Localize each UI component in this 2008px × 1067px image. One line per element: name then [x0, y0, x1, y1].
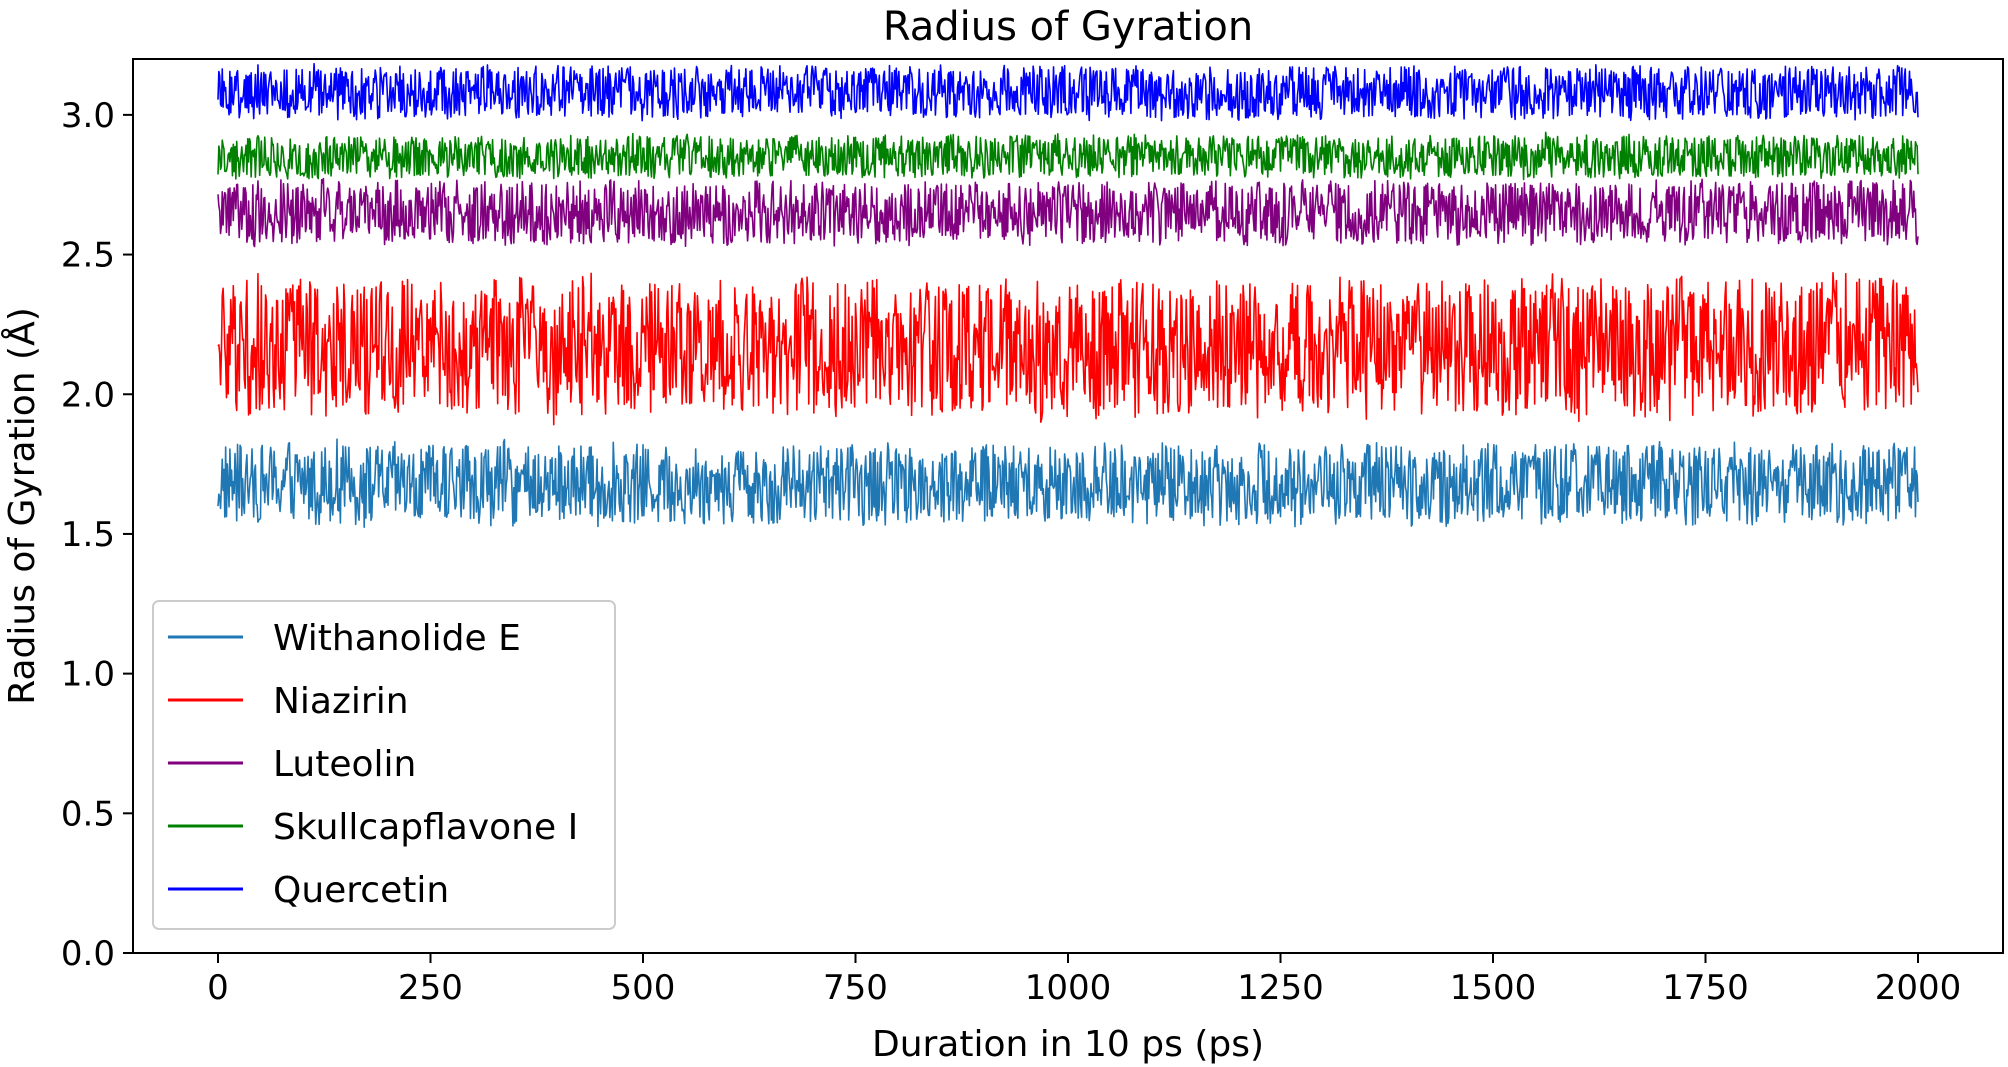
x-tick-label: 2000 — [1875, 968, 1962, 1008]
legend-label: Skullcapflavone I — [273, 807, 578, 848]
legend-label: Luteolin — [273, 744, 416, 785]
y-axis-label: Radius of Gyration (Å) — [0, 307, 43, 704]
x-tick-label: 750 — [823, 968, 888, 1008]
series-layer — [217, 62, 1919, 528]
legend-item: Niazirin — [168, 681, 409, 722]
legend-label: Niazirin — [273, 681, 409, 722]
legend-item: Withanolide E — [168, 618, 521, 659]
x-tick-label: 1250 — [1237, 968, 1324, 1008]
y-tick-label: 0.0 — [61, 934, 115, 974]
series-line-skullcapflavone-i — [217, 131, 1919, 181]
y-tick-label: 2.5 — [61, 236, 115, 276]
x-tick-label: 1000 — [1025, 968, 1112, 1008]
chart-title: Radius of Gyration — [883, 4, 1253, 50]
y-tick-label: 1.0 — [61, 655, 115, 695]
x-tick-label: 500 — [611, 968, 676, 1008]
legend-box — [152, 600, 616, 930]
y-axis: 0.0 0.5 1.0 1.5 2.0 2.5 3.0 — [61, 96, 133, 974]
x-tick-label: 1500 — [1450, 968, 1537, 1008]
legend-item: Quercetin — [168, 870, 449, 911]
y-tick-label: 1.5 — [61, 515, 115, 555]
series-line-withanolide-e — [217, 438, 1919, 528]
y-tick-label: 3.0 — [61, 96, 115, 136]
legend-label: Quercetin — [273, 870, 449, 911]
series-line-quercetin — [217, 62, 1919, 122]
series-line-niazirin — [217, 271, 1919, 426]
legend: Withanolide E Niazirin Luteolin Skullcapfla… — [152, 600, 616, 930]
series-line-luteolin — [217, 177, 1919, 248]
y-tick-label: 0.5 — [61, 794, 115, 834]
legend-item: Luteolin — [168, 744, 416, 785]
legend-item: Skullcapflavone I — [168, 807, 578, 848]
x-tick-label: 0 — [207, 968, 229, 1008]
y-tick-label: 2.0 — [61, 375, 115, 415]
x-axis: 0 250 500 750 1000 1250 1500 1750 2000 — [207, 953, 1961, 1008]
x-axis-label: Duration in 10 ps (ps) — [872, 1024, 1264, 1065]
x-tick-label: 250 — [398, 968, 463, 1008]
legend-label: Withanolide E — [273, 618, 521, 659]
x-tick-label: 1750 — [1662, 968, 1749, 1008]
